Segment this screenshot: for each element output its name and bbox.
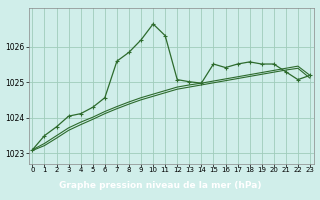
Text: Graphe pression niveau de la mer (hPa): Graphe pression niveau de la mer (hPa) xyxy=(59,180,261,190)
